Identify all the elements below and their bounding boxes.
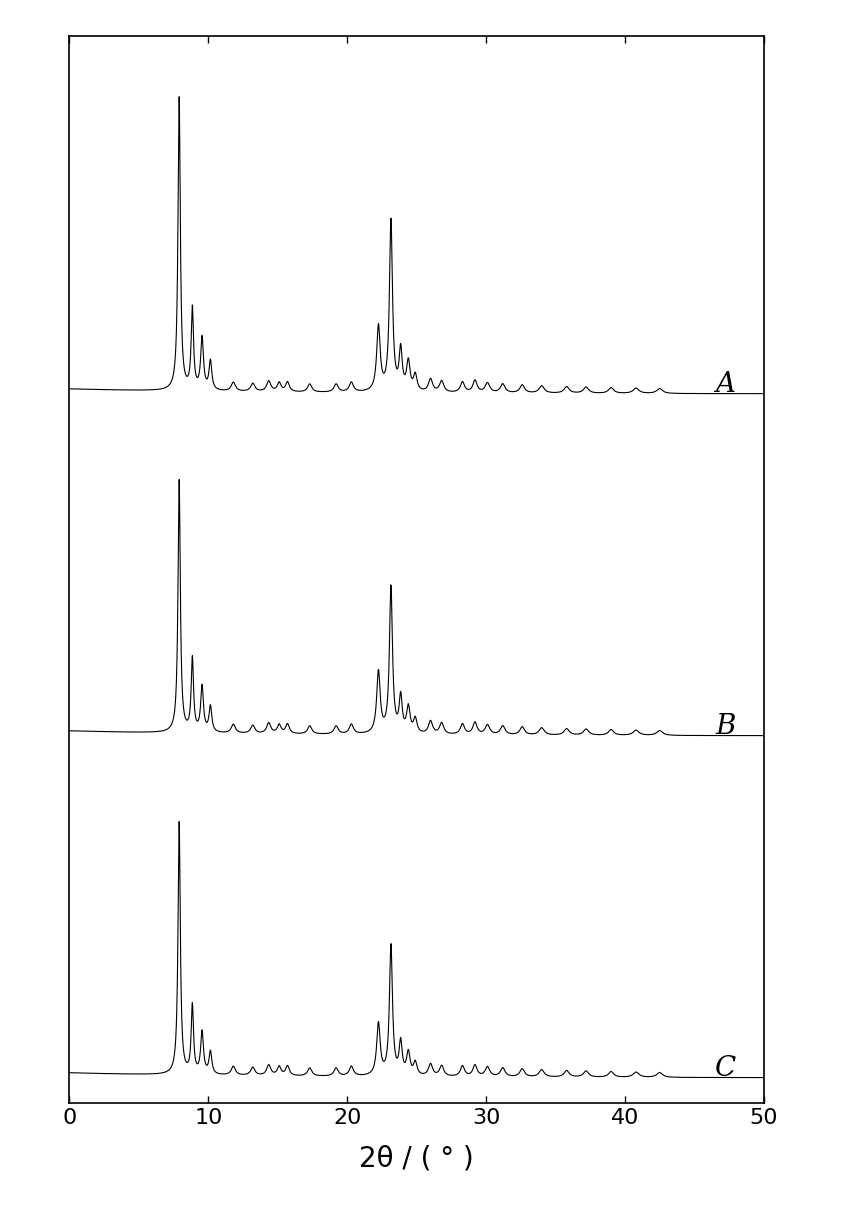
- Text: C: C: [715, 1056, 736, 1082]
- X-axis label: 2θ / ( ° ): 2θ / ( ° ): [359, 1144, 474, 1172]
- Text: A: A: [715, 371, 735, 399]
- Text: B: B: [715, 713, 735, 741]
